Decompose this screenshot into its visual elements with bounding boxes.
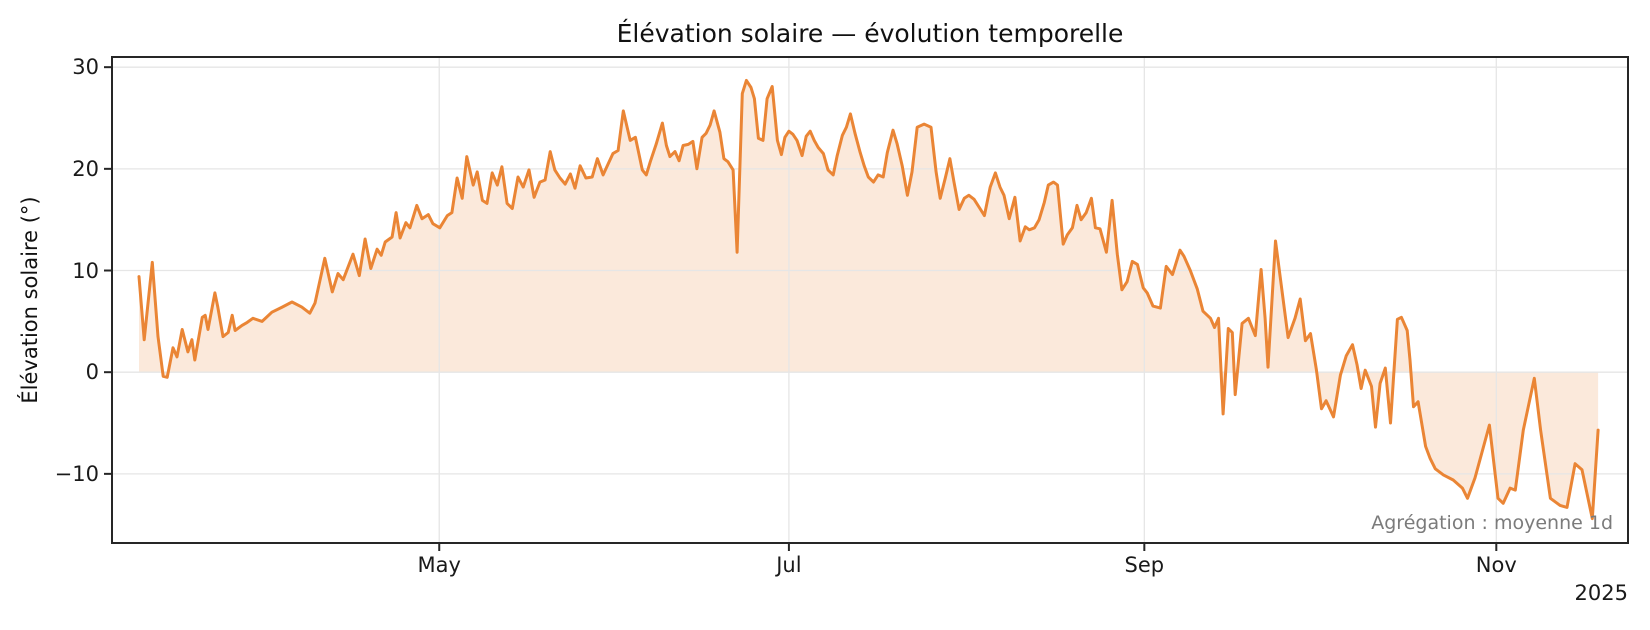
y-tick-label: 20: [72, 156, 99, 181]
aggregation-annotation: Agrégation : moyenne 1d: [1371, 512, 1613, 534]
x-tick-label: Jul: [776, 553, 802, 577]
x-tick-label: Sep: [1124, 553, 1165, 577]
data-line: [137, 78, 1600, 521]
y-tick-label: 10: [72, 258, 99, 283]
plot-border: [111, 56, 1629, 544]
chart-title: Élévation solaire — évolution temporelle: [616, 19, 1124, 48]
x-tick-label: Nov: [1475, 553, 1517, 577]
y-tick-label: 30: [72, 55, 99, 80]
x-axis-year-label: 2025: [1574, 581, 1628, 605]
y-tick-label: 0: [85, 360, 99, 385]
area-fill: [139, 80, 1599, 519]
y-tick-label: −10: [54, 461, 99, 486]
x-tick-label: May: [417, 553, 461, 577]
